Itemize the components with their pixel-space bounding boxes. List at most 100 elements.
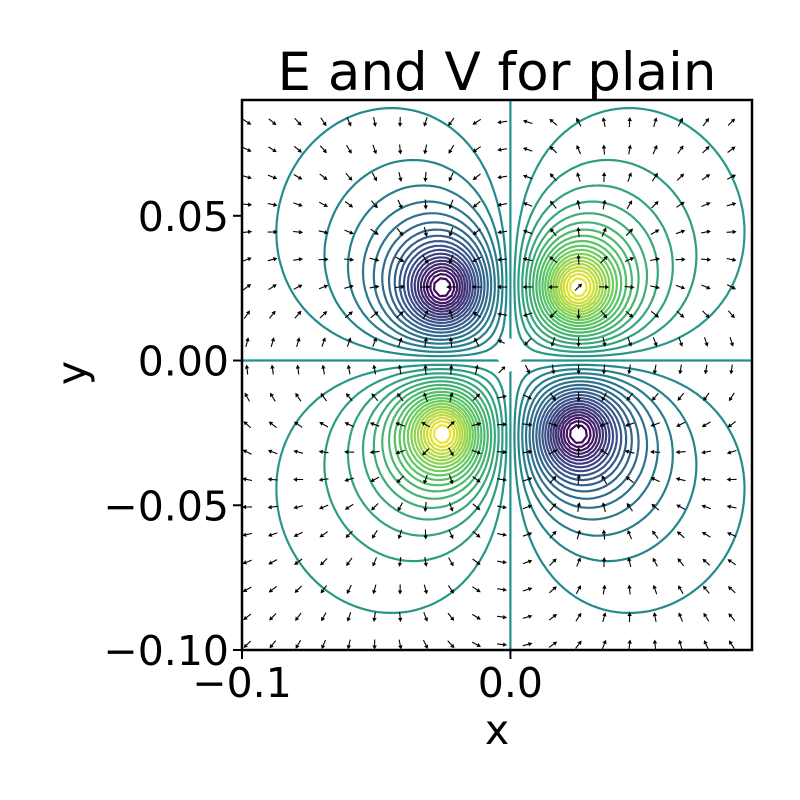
field-arrow [448,529,454,540]
field-arrow [372,337,377,347]
field-arrow [522,119,533,125]
field-arrow [321,364,326,375]
field-arrow [320,393,328,402]
field-arrow [701,477,712,482]
contour-level-line [242,100,752,650]
field-arrow [295,392,302,402]
field-arrow [652,337,658,347]
field-arrow [346,337,352,347]
field-arrow [625,476,634,484]
field-arrow [472,118,482,125]
field-arrow [472,311,482,318]
field-arrow [702,146,710,154]
field-arrow [395,256,405,262]
field-arrow [320,585,328,594]
field-arrow [548,449,558,455]
field-arrow [576,309,581,320]
field-arrow [703,392,710,402]
contour-level-line [410,252,611,469]
field-arrow [242,586,252,592]
field-arrow [448,337,454,348]
field-arrow [448,227,454,237]
field-arrow [346,117,352,127]
field-arrow [676,201,685,208]
field-arrow [372,639,377,650]
field-arrow [321,612,327,622]
field-arrow [576,529,581,540]
field-arrow [447,640,455,649]
field-arrow [398,639,403,650]
field-arrow [371,503,379,511]
field-arrow [626,502,633,512]
field-arrow [498,366,506,374]
field-arrow [474,337,480,347]
field-arrow [522,532,533,537]
field-arrow [242,146,252,152]
field-arrow [472,146,482,153]
field-arrow [652,584,658,595]
field-arrow [294,310,302,319]
field-arrow [447,421,455,429]
field-arrow [346,364,352,375]
field-arrow [319,173,328,181]
field-arrow [293,202,303,207]
field-arrow [318,201,328,207]
field-arrow [344,229,354,235]
field-arrow [397,557,403,567]
field-arrow [550,337,556,347]
field-arrow [423,199,428,210]
contour-level-line [413,256,608,465]
field-arrow [601,529,607,540]
field-arrow [242,257,252,262]
field-arrow [703,640,709,650]
field-arrow [448,199,454,210]
field-arrow [599,422,609,427]
field-arrow [294,558,303,565]
field-arrow [319,531,329,538]
field-arrow [602,584,607,595]
field-arrow [345,393,353,402]
field-arrow [497,615,508,620]
field-arrow [497,587,507,592]
field-arrow [497,202,508,207]
field-arrow [396,311,404,319]
field-arrow [601,639,607,650]
field-arrow [244,364,250,375]
contour-level-line [422,266,598,455]
field-arrow [371,393,379,402]
field-arrow [650,257,660,262]
field-arrow [346,144,352,154]
field-arrow [497,147,508,152]
field-arrow [471,422,482,427]
field-arrow [701,202,711,208]
field-arrow [522,642,533,647]
field-arrow [677,558,685,567]
field-arrows [242,116,737,650]
field-arrow [371,172,377,182]
field-arrow [295,639,302,649]
field-arrow [293,145,302,153]
field-arrow [270,392,276,402]
contour-level-line [388,228,633,493]
field-arrow [449,392,454,403]
field-arrow [576,199,581,210]
field-arrow [702,118,710,127]
field-arrow [295,612,302,621]
field-arrow [548,641,558,648]
field-arrow [703,612,710,622]
field-arrow [497,642,508,647]
field-arrow [549,118,558,126]
field-arrow [497,394,507,399]
field-arrow [423,584,428,595]
field-arrow [318,449,329,454]
field-arrow [548,613,557,621]
field-arrow [267,449,278,455]
field-arrow [267,504,278,510]
field-arrow [474,364,479,375]
field-arrow [396,475,404,483]
contour-level-line [361,200,659,521]
field-arrow [600,256,608,264]
y-tick-label: −0.05 [103,482,229,530]
field-arrow [497,560,507,565]
contour-level-line [275,107,746,614]
